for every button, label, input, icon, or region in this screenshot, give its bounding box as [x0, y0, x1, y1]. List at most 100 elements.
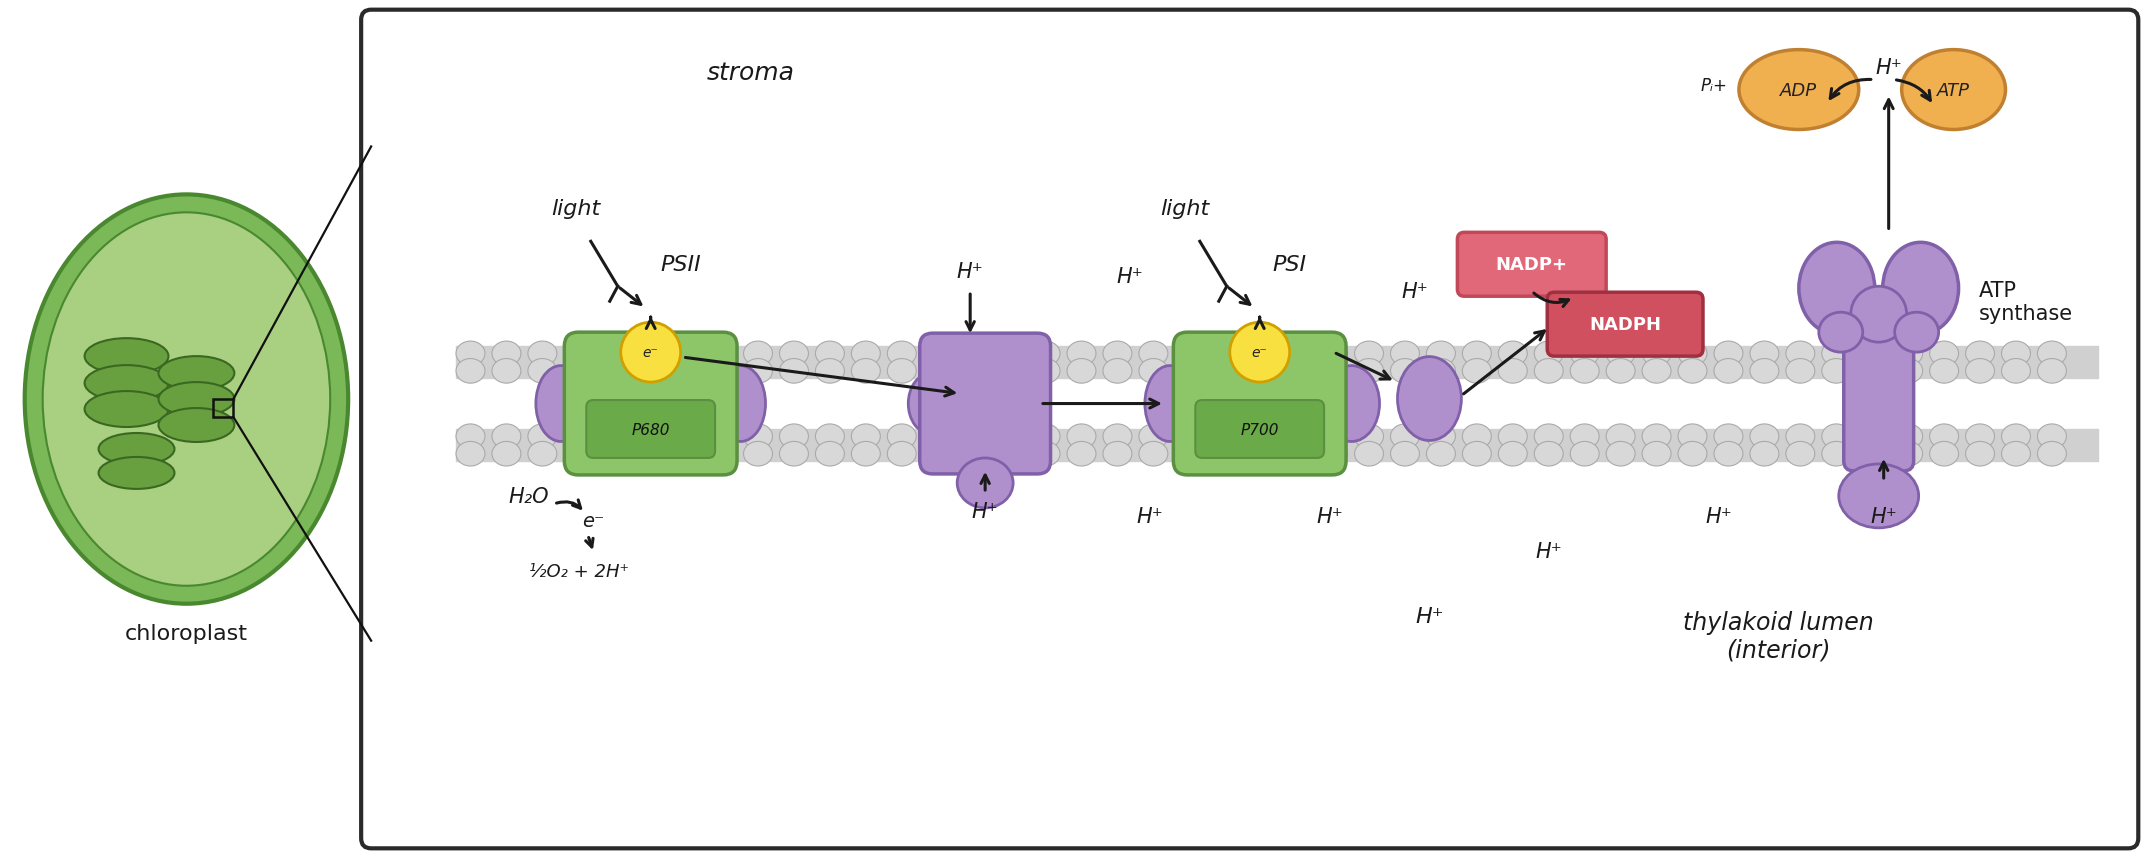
Ellipse shape [492, 342, 522, 366]
Ellipse shape [1822, 359, 1850, 384]
Ellipse shape [99, 433, 175, 466]
Ellipse shape [1391, 442, 1419, 467]
Ellipse shape [492, 442, 522, 467]
Ellipse shape [1677, 442, 1708, 467]
Ellipse shape [673, 359, 701, 384]
Ellipse shape [888, 342, 916, 366]
Ellipse shape [1031, 442, 1061, 467]
Ellipse shape [1850, 287, 1906, 343]
Text: H⁺: H⁺ [1401, 282, 1427, 302]
Ellipse shape [1643, 342, 1671, 366]
Text: H⁺: H⁺ [1315, 506, 1343, 526]
Ellipse shape [908, 375, 953, 434]
Ellipse shape [888, 442, 916, 467]
Text: H⁺: H⁺ [1876, 58, 1902, 77]
Ellipse shape [1175, 424, 1203, 449]
Ellipse shape [599, 342, 630, 366]
Ellipse shape [1606, 359, 1634, 384]
Ellipse shape [565, 442, 593, 467]
Text: stroma: stroma [707, 60, 796, 84]
Text: e⁻: e⁻ [582, 511, 604, 530]
Text: H⁺: H⁺ [1136, 506, 1164, 526]
Text: H⁺: H⁺ [972, 501, 998, 521]
Text: Pᵢ+: Pᵢ+ [1701, 77, 1727, 95]
Ellipse shape [565, 424, 593, 449]
Ellipse shape [780, 442, 808, 467]
Ellipse shape [1839, 464, 1919, 529]
Ellipse shape [1427, 359, 1455, 384]
Ellipse shape [1606, 342, 1634, 366]
Ellipse shape [716, 366, 765, 442]
Ellipse shape [744, 442, 772, 467]
Ellipse shape [1966, 359, 1994, 384]
Ellipse shape [780, 359, 808, 384]
Ellipse shape [996, 424, 1024, 449]
Text: NADPH: NADPH [1589, 316, 1660, 334]
Ellipse shape [1570, 424, 1600, 449]
Ellipse shape [888, 424, 916, 449]
Ellipse shape [1246, 342, 1276, 366]
Ellipse shape [1324, 366, 1380, 442]
Ellipse shape [1498, 442, 1526, 467]
Ellipse shape [1677, 342, 1708, 366]
Ellipse shape [888, 359, 916, 384]
Ellipse shape [959, 424, 987, 449]
Ellipse shape [1570, 342, 1600, 366]
Ellipse shape [565, 359, 593, 384]
FancyBboxPatch shape [1173, 332, 1345, 475]
Ellipse shape [599, 442, 630, 467]
Ellipse shape [1535, 424, 1563, 449]
Ellipse shape [1535, 359, 1563, 384]
Ellipse shape [1966, 424, 1994, 449]
Ellipse shape [99, 457, 175, 489]
Ellipse shape [1893, 359, 1923, 384]
Ellipse shape [160, 409, 235, 443]
Ellipse shape [1462, 359, 1492, 384]
Ellipse shape [1031, 342, 1061, 366]
Ellipse shape [1751, 442, 1779, 467]
Ellipse shape [1798, 243, 1876, 335]
Ellipse shape [1397, 357, 1462, 441]
FancyBboxPatch shape [921, 334, 1050, 474]
Text: PSI: PSI [1272, 255, 1307, 275]
Ellipse shape [528, 424, 556, 449]
Text: H⁺: H⁺ [1705, 506, 1731, 526]
Ellipse shape [1785, 359, 1815, 384]
Ellipse shape [852, 424, 880, 449]
FancyBboxPatch shape [565, 332, 737, 475]
Bar [213, 400, 233, 418]
Text: e⁻: e⁻ [1253, 346, 1268, 360]
Ellipse shape [599, 359, 630, 384]
Ellipse shape [1138, 424, 1169, 449]
Ellipse shape [636, 359, 664, 384]
Ellipse shape [457, 359, 485, 384]
Ellipse shape [1031, 359, 1061, 384]
Text: H⁺: H⁺ [957, 262, 983, 282]
Ellipse shape [1895, 313, 1938, 353]
Ellipse shape [1354, 342, 1384, 366]
Text: thylakoid lumen
(interior): thylakoid lumen (interior) [1684, 610, 1874, 662]
Ellipse shape [959, 359, 987, 384]
Ellipse shape [1138, 359, 1169, 384]
Text: H⁺: H⁺ [1117, 267, 1143, 287]
Ellipse shape [1067, 359, 1095, 384]
Ellipse shape [1893, 424, 1923, 449]
Ellipse shape [1606, 442, 1634, 467]
Ellipse shape [1498, 359, 1526, 384]
Ellipse shape [457, 442, 485, 467]
Ellipse shape [707, 342, 737, 366]
Text: P680: P680 [632, 422, 671, 437]
Ellipse shape [1319, 359, 1348, 384]
Ellipse shape [1246, 424, 1276, 449]
Ellipse shape [1677, 359, 1708, 384]
Ellipse shape [636, 342, 664, 366]
Text: P700: P700 [1240, 422, 1279, 437]
Text: ¹⁄₂O₂ + 2H⁺: ¹⁄₂O₂ + 2H⁺ [528, 562, 630, 580]
Text: light: light [552, 199, 599, 219]
Ellipse shape [923, 442, 953, 467]
Ellipse shape [1714, 442, 1742, 467]
Ellipse shape [1319, 342, 1348, 366]
Ellipse shape [1643, 359, 1671, 384]
Ellipse shape [528, 359, 556, 384]
Ellipse shape [1893, 442, 1923, 467]
